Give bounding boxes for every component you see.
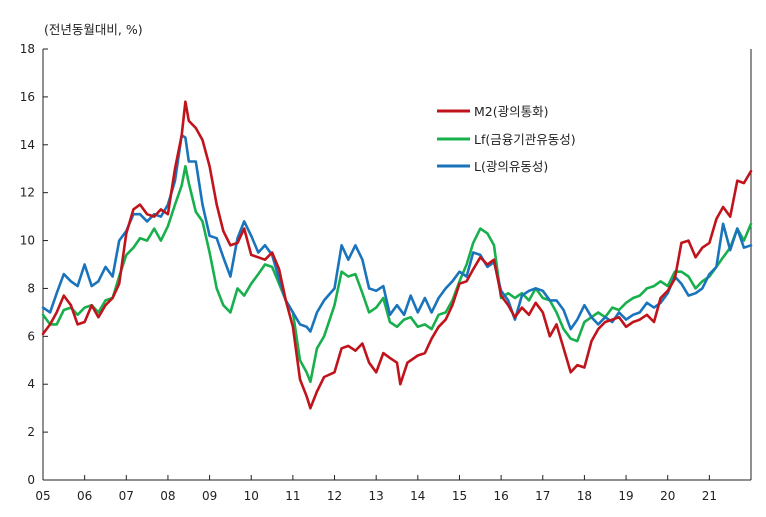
x-tick-label: 07	[119, 489, 134, 503]
x-tick-label: 18	[577, 489, 592, 503]
legend-label-1: Lf(금융기관유동성)	[474, 132, 576, 147]
x-tick-label: 06	[77, 489, 92, 503]
y-tick-labels: 0 2 4 6 8 10 12 14 16 18	[20, 42, 48, 487]
x-tick-labels: 05 06 07 08 09 10 11 12 13 14 15 16 17 18 19 20 21	[35, 475, 752, 503]
series-line-0	[41, 100, 753, 410]
series-lines	[41, 100, 753, 410]
x-tick-label: 20	[660, 489, 675, 503]
x-tick-label: 15	[452, 489, 467, 503]
y-tick-label: 12	[20, 186, 35, 200]
y-tick-label: 14	[20, 138, 35, 152]
y-tick-label: 10	[20, 234, 35, 248]
x-tick-label: 19	[618, 489, 633, 503]
y-tick-label: 2	[27, 425, 35, 439]
y-tick-label: 0	[27, 473, 35, 487]
legend-label-2: L(광의유동성)	[474, 159, 548, 174]
x-tick-label: 10	[244, 489, 259, 503]
y-tick-label: 6	[27, 329, 35, 343]
x-tick-label: 12	[327, 489, 342, 503]
x-tick-label: 21	[702, 489, 717, 503]
legend: M2(광의통화) Lf(금융기관유동성) L(광의유동성)	[437, 104, 576, 174]
legend-label-0: M2(광의통화)	[474, 104, 549, 119]
x-tick-label: 11	[285, 489, 300, 503]
x-tick-label: 09	[202, 489, 217, 503]
y-tick-label: 8	[27, 281, 35, 295]
x-tick-label: 05	[35, 489, 50, 503]
x-tick-label: 17	[535, 489, 550, 503]
x-tick-label: 16	[493, 489, 508, 503]
unit-label: (전년동월대비, %)	[44, 22, 143, 37]
series-line-1	[41, 165, 753, 384]
x-tick-label: 08	[160, 489, 175, 503]
y-tick-label: 4	[27, 377, 35, 391]
x-tick-label: 13	[369, 489, 384, 503]
y-tick-label: 18	[20, 42, 35, 56]
series-line-2	[41, 133, 753, 333]
chart-axes	[42, 49, 752, 481]
y-tick-label: 16	[20, 90, 35, 104]
x-tick-label: 14	[410, 489, 425, 503]
